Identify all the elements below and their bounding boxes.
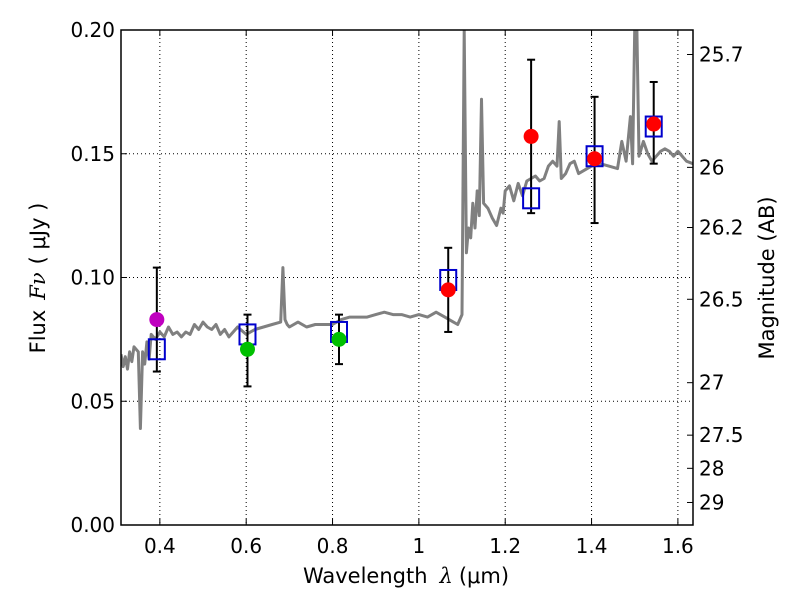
mag-tick-label: 26 — [699, 155, 724, 179]
x-tick-label: 0.8 — [317, 534, 349, 558]
x-tick-label: 1.6 — [662, 534, 694, 558]
model-point — [644, 115, 663, 138]
y-tick-label: 0.05 — [70, 389, 115, 413]
sed-model-line — [121, 30, 693, 430]
mag-tick-label: 26.2 — [699, 216, 744, 240]
observed-photometry-points — [149, 116, 662, 357]
mag-tick-label: 28 — [699, 456, 724, 480]
x-tick-label: 0.4 — [144, 534, 176, 558]
mag-tick-label: 25.7 — [699, 43, 744, 67]
y-tick-label: 0.10 — [70, 266, 115, 290]
axis-ticks: 0.4 0.6 0.8 1 1.2 1.4 1.6 0.00 0.05 0.10 0.15 0.20 2… — [70, 18, 743, 558]
mag-tick-label: 26.5 — [699, 287, 744, 311]
observed-point — [239, 341, 255, 357]
x-tick-label: 1 — [413, 534, 426, 558]
observed-point — [523, 128, 539, 144]
observed-point — [646, 116, 662, 132]
x-tick-label: 1.4 — [576, 534, 608, 558]
x-tick-label: 0.6 — [230, 534, 262, 558]
model-point — [585, 145, 604, 168]
y2-axis-label: Magnitude (AB) — [755, 196, 779, 359]
y-tick-label: 0.15 — [70, 142, 115, 166]
observed-point — [440, 282, 456, 298]
x-tick-label: 1.2 — [489, 534, 521, 558]
observed-point — [331, 331, 347, 347]
plot-area — [121, 30, 693, 430]
mag-tick-label: 27 — [699, 371, 724, 395]
model-point — [147, 338, 166, 361]
mag-tick-label: 27.5 — [699, 423, 744, 447]
mag-tick-label: 29 — [699, 490, 724, 514]
observed-point — [149, 312, 165, 328]
model-point — [522, 187, 541, 210]
y-axis-label: FluxFν( μJy ) — [26, 203, 50, 354]
y-tick-label: 0.20 — [70, 18, 115, 42]
y-tick-label: 0.00 — [70, 513, 115, 537]
x-axis-label: Wavelength λ (μm) — [303, 564, 509, 588]
observed-point — [587, 151, 603, 167]
